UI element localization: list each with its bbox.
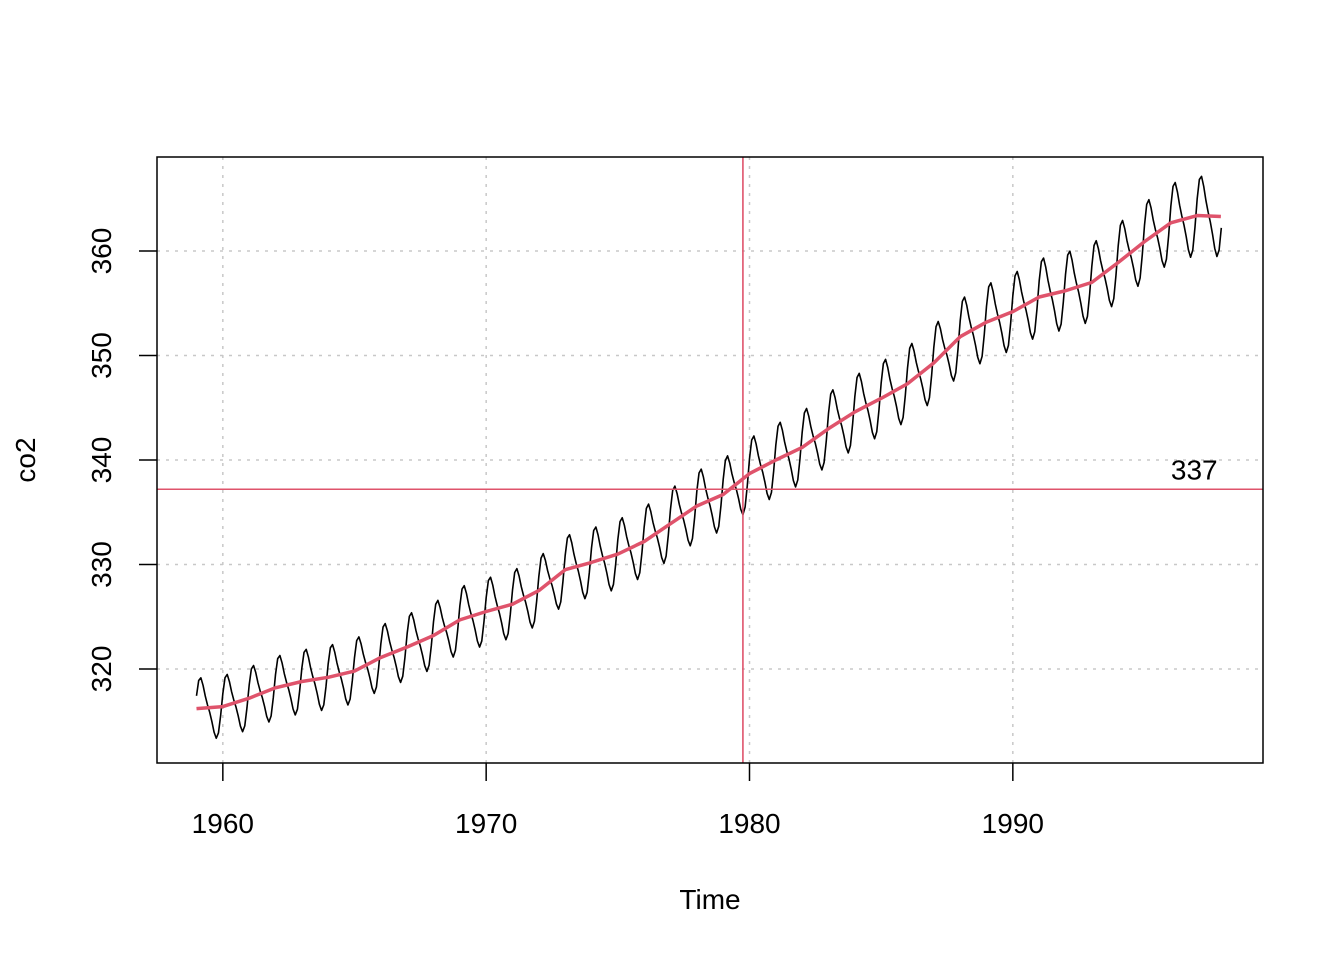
data-layer: [195, 175, 1223, 740]
x-tick-label: 1960: [192, 808, 254, 839]
crosshair-value-label: 337: [1171, 454, 1218, 485]
y-tick-label: 360: [86, 228, 117, 275]
x-tick-label: 1970: [455, 808, 517, 839]
y-tick-label: 320: [86, 646, 117, 693]
x-tick-label: 1990: [982, 808, 1044, 839]
axes: 1960 1970 1980 1990 320 330 340 350 360: [86, 228, 1044, 839]
x-tick-label: 1980: [718, 808, 780, 839]
y-tick-label: 340: [86, 437, 117, 484]
x-axis-label: Time: [679, 884, 740, 915]
series-monthly-line: [195, 175, 1223, 740]
reference-lines: [157, 157, 1263, 763]
series-trend-line: [196, 213, 1221, 711]
y-tick-label: 330: [86, 541, 117, 588]
y-axis-label: co2: [10, 437, 41, 482]
grid: [157, 157, 1263, 763]
y-tick-label: 350: [86, 332, 117, 379]
plot-frame: [156, 156, 1264, 764]
